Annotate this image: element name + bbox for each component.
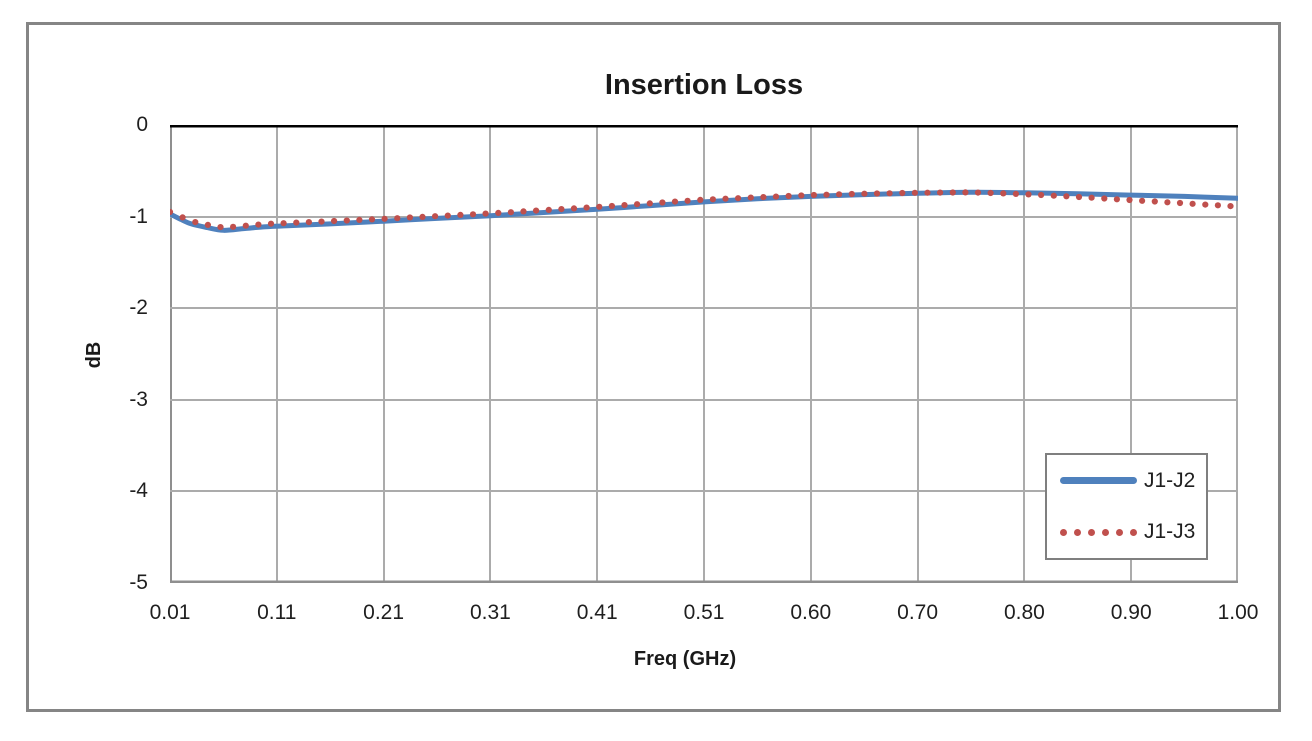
legend-dot-icon: [1102, 528, 1109, 536]
x-tick-label: 0.21: [363, 601, 405, 624]
y-tick-label: -4: [129, 479, 148, 503]
x-tick-label: 0.31: [469, 601, 511, 624]
legend-dot-icon: [1060, 528, 1067, 536]
y-tick-label: -1: [129, 204, 148, 228]
plot-area: [170, 125, 1238, 583]
chart-title: Insertion Loss: [604, 69, 804, 101]
legend-label-j1j2: J1-J2: [1144, 468, 1196, 492]
x-tick-label: 0.01: [149, 601, 191, 624]
x-tick-label: 0.80: [1003, 601, 1045, 624]
y-tick-label: 0: [136, 113, 148, 136]
legend-dot-icon: [1130, 528, 1137, 536]
y-axis-title: dB: [83, 341, 105, 369]
legend-dot-icon: [1074, 528, 1081, 536]
legend-dot-icon: [1088, 528, 1095, 536]
y-tick-label: -3: [129, 387, 148, 411]
x-tick-label: 0.11: [257, 601, 297, 624]
x-tick-label: 1.00: [1217, 601, 1259, 624]
x-tick-label: 0.51: [683, 601, 725, 624]
legend-item-j1j3: J1-J3: [1047, 507, 1206, 559]
y-tick-label: -2: [129, 296, 148, 320]
x-tick-label: 0.70: [897, 601, 939, 624]
legend: J1-J2 J1-J3: [1045, 453, 1208, 560]
legend-item-j1j2: J1-J2: [1047, 455, 1206, 507]
y-tick-label: -5: [129, 571, 148, 594]
x-tick-label: 0.41: [576, 601, 618, 624]
legend-label-j1j3: J1-J3: [1144, 520, 1196, 544]
x-axis-title: Freq (GHz): [633, 648, 737, 670]
legend-line-sample-blue-icon: [1060, 468, 1137, 494]
legend-dot-icon: [1116, 528, 1123, 536]
x-tick-label: 0.90: [1110, 601, 1152, 624]
plot-svg: [170, 125, 1238, 583]
x-tick-label: 0.60: [790, 601, 832, 624]
chart-border-frame: [26, 22, 1281, 712]
legend-dotted-sample-red-icon: [1060, 519, 1137, 545]
